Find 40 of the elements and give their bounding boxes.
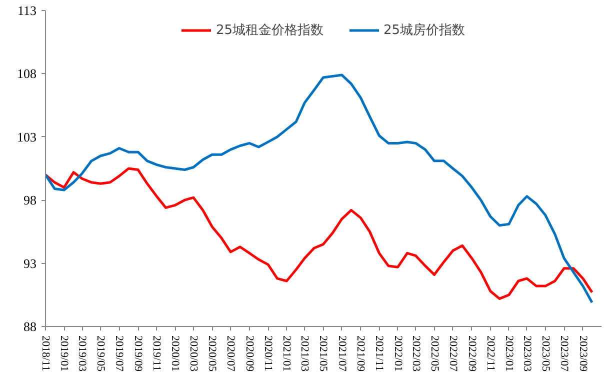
y-tick-label: 98 [24,192,36,208]
x-tick-label: 2021/03 [298,336,311,372]
x-tick-label: 2022/03 [410,336,422,372]
x-tick-label: 2022/05 [428,336,440,372]
line-series [46,167,594,300]
x-tick-label: 2020/05 [206,336,218,372]
line-series [46,74,594,304]
x-tick-label: 2021/07 [336,336,348,372]
x-tick-label: 2021/09 [354,336,367,372]
x-tick-label: 2019/03 [76,336,88,372]
x-tick-label: 2023/07 [558,336,570,372]
y-tick-label: 108 [17,66,36,82]
x-tick-label: 2023/03 [520,336,533,372]
x-tick-label: 2022/09 [466,336,478,372]
x-tick-label: 2019/01 [58,336,70,372]
legend-label: 25城租金价格指数 [216,22,324,39]
y-tick-label: 103 [17,129,36,144]
x-tick-label: 2020/01 [169,336,182,372]
x-tick-label: 2019/11 [150,336,163,372]
x-tick-label: 2023/05 [539,336,552,372]
x-tick-label: 2018/11 [40,336,52,372]
x-tick-label: 2021/01 [280,336,293,372]
x-tick-label: 2022/11 [484,336,496,372]
x-tick-label: 2019/07 [113,336,126,372]
x-tick-label: 2020/03 [187,336,200,372]
x-tick-label: 2020/09 [244,336,256,372]
x-tick-label: 2020/11 [262,336,274,372]
x-tick-label: 2019/05 [94,336,107,372]
y-tick-label: 113 [17,3,37,18]
legend-label: 25城房价指数 [384,22,466,39]
x-tick-label: 2020/07 [224,336,237,372]
x-tick-label: 2021/05 [317,336,330,372]
x-tick-label: 2022/07 [446,336,459,372]
x-tick-label: 2022/01 [392,336,404,372]
x-tick-label: 2021/11 [373,336,386,372]
x-tick-label: 2023/09 [576,336,589,372]
x-tick-label: 2023/01 [502,336,515,372]
y-tick-label: 93 [24,256,36,271]
y-tick-label: 88 [24,319,36,334]
x-tick-label: 2019/09 [132,336,144,372]
